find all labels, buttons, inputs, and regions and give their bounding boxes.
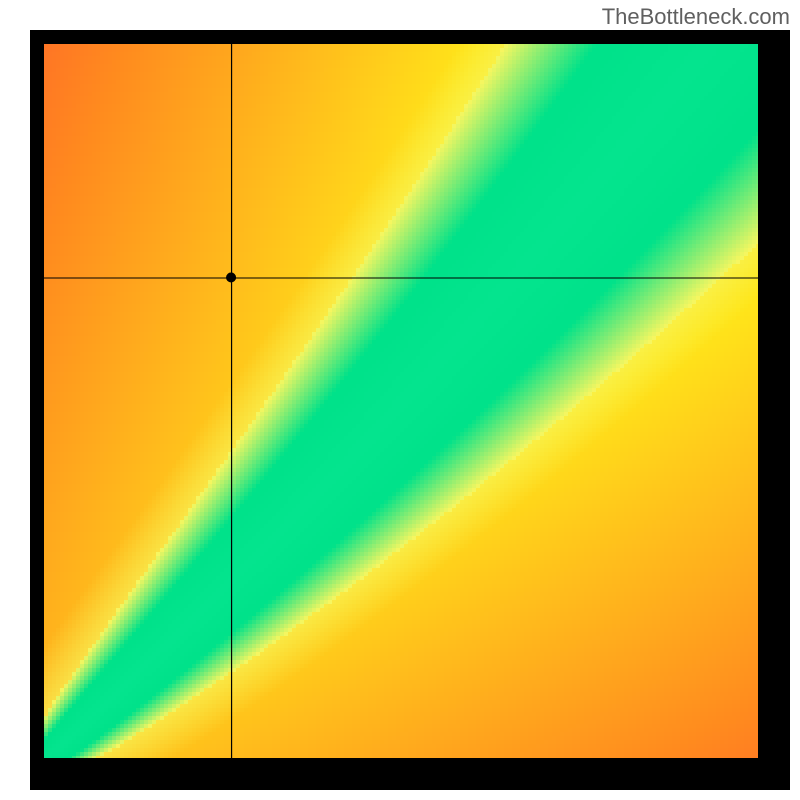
figure-container: { "watermark": "TheBottleneck.com", "cha… bbox=[0, 0, 800, 800]
watermark-text: TheBottleneck.com bbox=[602, 4, 790, 30]
heatmap-canvas bbox=[44, 44, 758, 758]
plot-frame bbox=[30, 30, 790, 790]
